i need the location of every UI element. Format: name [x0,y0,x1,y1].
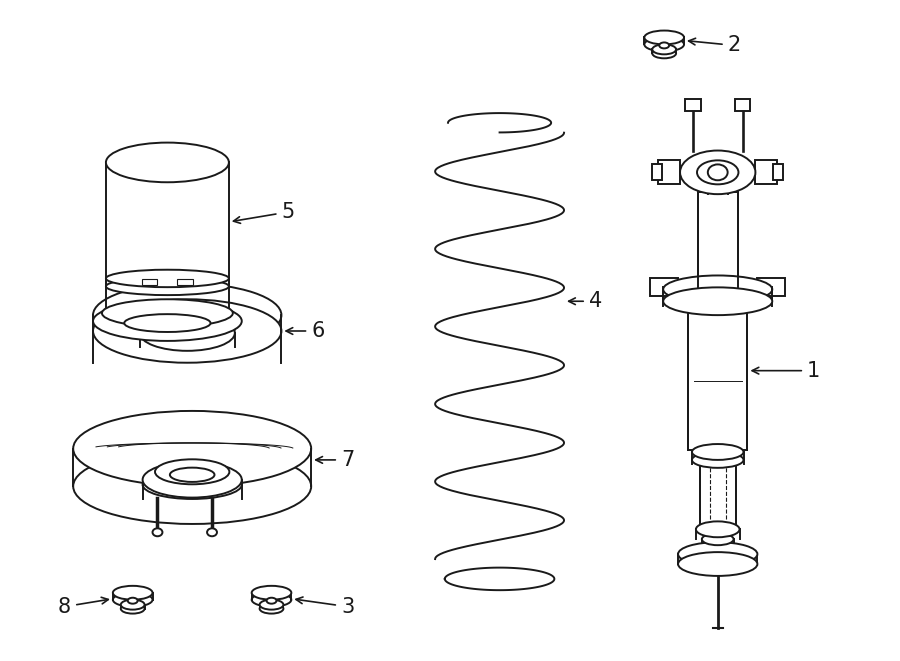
Ellipse shape [124,314,211,332]
Text: 1: 1 [752,361,820,381]
Ellipse shape [707,165,727,180]
Bar [652,165,662,180]
Bar [755,161,778,184]
Ellipse shape [697,161,739,184]
Ellipse shape [692,452,743,468]
Text: 8: 8 [58,597,108,617]
Text: 6: 6 [286,321,325,341]
Ellipse shape [692,444,743,460]
Ellipse shape [102,299,233,327]
Ellipse shape [207,528,217,536]
Ellipse shape [644,30,684,44]
Ellipse shape [170,467,214,482]
Ellipse shape [259,603,284,613]
Ellipse shape [266,598,276,603]
Ellipse shape [696,522,740,537]
Ellipse shape [140,315,235,351]
Ellipse shape [93,284,282,347]
Text: 7: 7 [316,450,355,470]
Ellipse shape [652,44,676,54]
Text: 2: 2 [688,36,741,56]
Ellipse shape [702,533,733,545]
Bar [685,99,701,111]
Bar [688,301,748,450]
Ellipse shape [112,593,152,607]
Ellipse shape [659,42,669,48]
Ellipse shape [663,276,772,303]
Ellipse shape [106,270,229,287]
Ellipse shape [93,301,242,341]
Ellipse shape [73,411,311,486]
Ellipse shape [106,278,229,295]
Ellipse shape [128,598,138,603]
Ellipse shape [142,471,242,499]
Ellipse shape [252,586,292,600]
Ellipse shape [112,586,152,600]
Ellipse shape [140,310,235,346]
Bar [177,280,194,286]
Bar [773,165,783,180]
Text: 3: 3 [296,597,355,617]
Bar [758,278,785,296]
Ellipse shape [152,528,162,536]
Ellipse shape [678,552,758,576]
Bar [698,192,738,288]
Ellipse shape [121,600,145,609]
Ellipse shape [652,48,676,58]
Ellipse shape [663,288,772,315]
Ellipse shape [155,459,230,485]
Ellipse shape [93,299,282,363]
Ellipse shape [106,143,229,182]
Ellipse shape [142,462,242,498]
Text: 5: 5 [233,202,294,223]
Bar [734,99,751,111]
Ellipse shape [644,38,684,52]
Bar [141,280,158,286]
Bar [651,278,678,296]
Text: 4: 4 [569,292,602,311]
Ellipse shape [73,449,311,524]
Ellipse shape [252,593,292,607]
Bar [658,161,680,184]
Ellipse shape [678,542,758,566]
Ellipse shape [680,151,755,194]
Ellipse shape [121,603,145,613]
Ellipse shape [259,600,284,609]
Bar [700,460,735,529]
